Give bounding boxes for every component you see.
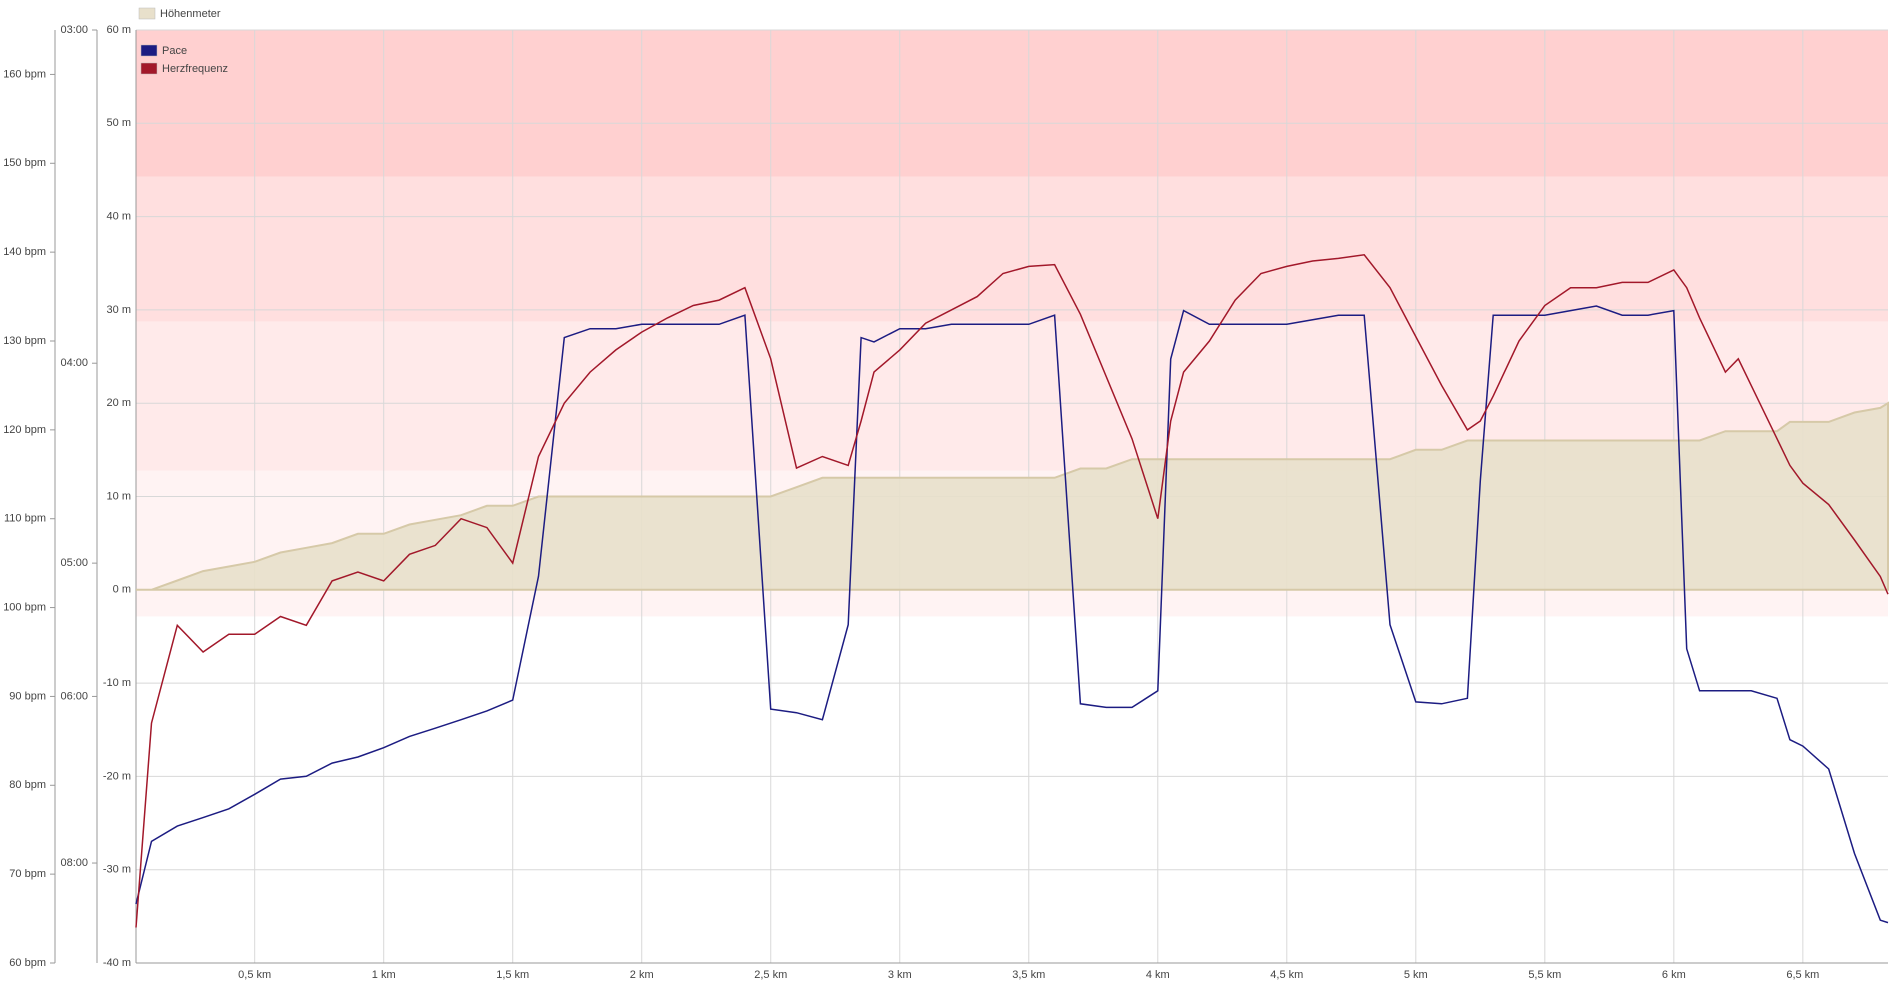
y-tick-label: 60 m xyxy=(107,24,131,36)
x-tick-label: 1,5 km xyxy=(496,969,529,981)
legend-swatch[interactable] xyxy=(140,44,158,57)
y3-tick-label: 05:00 xyxy=(60,557,88,569)
legend-label: Herzfrequenz xyxy=(162,63,228,75)
area xyxy=(136,401,1889,591)
y3-tick-label: 08:00 xyxy=(60,857,88,869)
y2-tick-label: 90 bpm xyxy=(9,690,46,702)
y-tick-label: -40 m xyxy=(103,957,131,969)
y-tick-label: 50 m xyxy=(107,117,131,129)
x-tick-label: 1 km xyxy=(372,969,396,981)
line xyxy=(135,305,1889,924)
y2-tick-label: 80 bpm xyxy=(9,779,46,791)
y2-tick-label: 120 bpm xyxy=(3,424,46,436)
x-tick-label: 3,5 km xyxy=(1012,969,1045,981)
y-tick-label: 40 m xyxy=(107,211,131,223)
y-tick-label: 0 m xyxy=(113,584,131,596)
y-tick-label: -30 m xyxy=(103,864,131,876)
y-tick-label: 20 m xyxy=(107,397,131,409)
x-tick-label: 3 km xyxy=(888,969,912,981)
hr-zone xyxy=(136,176,1888,322)
x-tick-label: 5 km xyxy=(1404,969,1428,981)
y3-tick-label: 03:00 xyxy=(60,24,88,36)
y3-tick-label: 06:00 xyxy=(60,690,88,702)
legend-swatch[interactable] xyxy=(138,7,156,20)
x-tick-label: 6 km xyxy=(1662,969,1686,981)
legend-swatch[interactable] xyxy=(140,62,158,75)
x-tick-label: 4,5 km xyxy=(1270,969,1303,981)
y2-tick-label: 60 bpm xyxy=(9,957,46,969)
y-tick-label: -10 m xyxy=(103,677,131,689)
x-tick-label: 4 km xyxy=(1146,969,1170,981)
line xyxy=(135,253,1889,928)
x-tick-label: 6,5 km xyxy=(1786,969,1819,981)
legend-label: Pace xyxy=(162,45,187,57)
y2-tick-label: 140 bpm xyxy=(3,246,46,258)
y2-tick-label: 110 bpm xyxy=(4,513,46,525)
x-tick-label: 2 km xyxy=(630,969,654,981)
y-tick-label: 30 m xyxy=(107,304,131,316)
y2-tick-label: 130 bpm xyxy=(3,335,46,347)
x-tick-label: 0,5 km xyxy=(238,969,271,981)
legend-label: Höhenmeter xyxy=(160,8,221,20)
x-tick-label: 2,5 km xyxy=(754,969,787,981)
y3-tick-label: 04:00 xyxy=(60,357,88,369)
y2-tick-label: 70 bpm xyxy=(9,868,46,880)
y-tick-label: -20 m xyxy=(103,770,131,782)
hr-zone xyxy=(136,30,1888,177)
y2-tick-label: 150 bpm xyxy=(3,157,46,169)
x-tick-label: 5,5 km xyxy=(1528,969,1561,981)
y-tick-label: 10 m xyxy=(107,490,131,502)
y2-tick-label: 100 bpm xyxy=(3,601,46,613)
y2-tick-label: 160 bpm xyxy=(3,68,46,80)
